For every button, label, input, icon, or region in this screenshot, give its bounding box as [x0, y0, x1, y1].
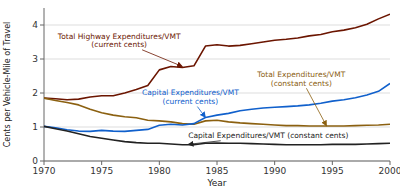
- x-tick: [332, 161, 333, 165]
- y-tick-label: 3: [32, 54, 38, 64]
- x-tick-label: 1975: [90, 166, 113, 176]
- grid-line: [44, 25, 390, 26]
- series-group: [44, 14, 390, 145]
- x-tick: [390, 161, 391, 165]
- x-tick: [44, 161, 45, 165]
- y-tick: [40, 25, 44, 26]
- annotation-arrow: [188, 141, 221, 145]
- y-tick-label: 1: [32, 122, 38, 132]
- annotation-line: Capital Expenditures/VMT (constant cents…: [188, 131, 348, 140]
- annotation-arrow: [142, 50, 182, 67]
- series-line: [44, 14, 390, 100]
- annotation: Capital Expenditures/VMT(current cents): [142, 88, 239, 106]
- x-tick-label: 1980: [148, 166, 171, 176]
- annotation-line: (current cents): [91, 40, 147, 49]
- y-tick: [40, 127, 44, 128]
- annotation-arrow: [197, 107, 205, 118]
- x-tick: [101, 161, 102, 165]
- annotation: Total Highway Expenditures/VMT(current c…: [57, 32, 181, 50]
- y-tick: [40, 161, 44, 162]
- annotation-line: (constant cents): [271, 79, 332, 88]
- annotation: Capital Expenditures/VMT (constant cents…: [188, 131, 348, 140]
- annotation-line: (current cents): [163, 97, 219, 106]
- x-tick-label: 1990: [263, 166, 286, 176]
- annotation-arrow: [306, 88, 326, 126]
- y-axis: [44, 8, 45, 161]
- y-tick-label: 2: [32, 88, 38, 98]
- x-tick-label: 1970: [33, 166, 56, 176]
- x-tick: [217, 161, 218, 165]
- x-tick-label: 1995: [321, 166, 344, 176]
- x-tick-label: 2000: [379, 166, 400, 176]
- series-line: [44, 83, 390, 131]
- x-tick-label: 1985: [206, 166, 229, 176]
- annotation: Total Expenditures/VMT(constant cents): [256, 70, 345, 88]
- x-tick: [159, 161, 160, 165]
- x-axis-label: Year: [206, 178, 226, 188]
- y-tick-label: 4: [32, 20, 38, 30]
- x-tick: [274, 161, 275, 165]
- grid-line: [44, 59, 390, 60]
- y-tick: [40, 93, 44, 94]
- chart: 0 1 2 3 4 1970 1975 1980 1985 1990 1995 2000 Year Cen…: [0, 0, 400, 189]
- series-line: [44, 126, 390, 144]
- y-tick: [40, 59, 44, 60]
- y-tick-label: 0: [32, 156, 38, 166]
- y-axis-label: Cents per Vehicle-Mile of Travel: [3, 22, 12, 148]
